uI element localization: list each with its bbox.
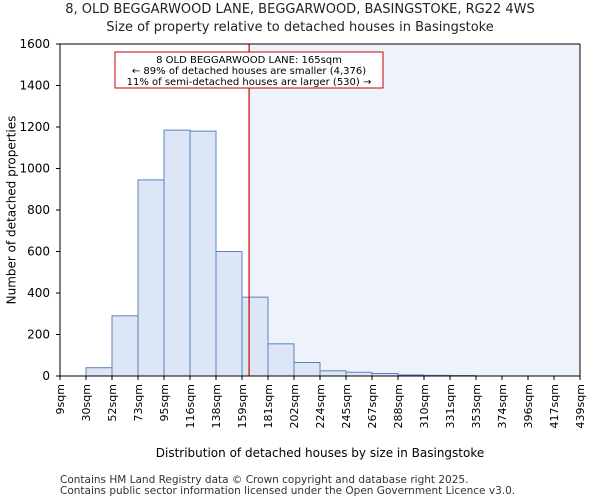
- annotation-line-2: ← 89% of detached houses are smaller (4,…: [132, 66, 366, 77]
- x-tick-label: 181sqm: [262, 384, 275, 428]
- x-tick-label: 417sqm: [548, 384, 561, 428]
- histogram-chart: 0 200 400 600 800 1000 1200 1400 1600 9sqm 30sqm 52…: [5, 37, 588, 460]
- x-tick-label: 310sqm: [418, 384, 431, 428]
- x-tick-label: 138sqm: [210, 384, 223, 428]
- x-tick-label: 245sqm: [340, 384, 353, 428]
- histogram-bar: [345, 371, 373, 377]
- annotation-line-1: 8 OLD BEGGARWOOD LANE: 165sqm: [156, 55, 342, 66]
- histogram-bar: [189, 130, 217, 377]
- histogram-bar: [111, 315, 139, 377]
- x-tick-label: 202sqm: [288, 384, 301, 428]
- x-tick-label: 159sqm: [236, 384, 249, 428]
- x-tick-label: 331sqm: [444, 384, 457, 428]
- x-tick-label: 30sqm: [80, 384, 93, 421]
- y-tick-label: 1600: [19, 37, 50, 51]
- histogram-bar: [293, 362, 321, 377]
- y-tick-label: 0: [42, 369, 50, 383]
- x-axis-label: Distribution of detached houses by size …: [156, 446, 485, 460]
- y-tick-label: 1000: [19, 162, 50, 176]
- annotation-line-3: 11% of semi-detached houses are larger (…: [127, 77, 372, 88]
- histogram-bar: [241, 296, 269, 377]
- x-tick-label: 288sqm: [392, 384, 405, 428]
- histogram-bar: [137, 179, 165, 377]
- x-tick-label: 73sqm: [132, 384, 145, 421]
- footer-line-2: Contains public sector information licen…: [60, 485, 516, 497]
- y-tick-label: 1200: [19, 120, 50, 134]
- histogram-bar: [85, 367, 113, 377]
- chart-title: 8, OLD BEGGARWOOD LANE, BEGGARWOOD, BASI…: [65, 2, 535, 17]
- x-tick-label: 267sqm: [366, 384, 379, 428]
- y-tick-label: 400: [27, 286, 50, 300]
- y-tick-label: 200: [27, 328, 50, 342]
- x-tick-label: 116sqm: [184, 384, 197, 428]
- y-axis-label: Number of detached properties: [5, 116, 19, 305]
- histogram-bar: [319, 370, 347, 377]
- y-tick-label: 1400: [19, 79, 50, 93]
- x-tick-label: 9sqm: [54, 384, 67, 414]
- y-tick-label: 800: [27, 203, 50, 217]
- histogram-bar: [267, 343, 295, 377]
- x-tick-label: 439sqm: [574, 384, 587, 428]
- y-tick-label: 600: [27, 245, 50, 259]
- x-tick-label: 353sqm: [470, 384, 483, 428]
- x-tick-label: 95sqm: [158, 384, 171, 421]
- x-tick-label: 224sqm: [314, 384, 327, 428]
- histogram-bar: [215, 251, 243, 377]
- histogram-bar: [163, 129, 191, 377]
- highlight-region: [249, 44, 580, 376]
- chart-subtitle: Size of property relative to detached ho…: [106, 20, 494, 35]
- x-tick-label: 396sqm: [522, 384, 535, 428]
- x-tick-label: 374sqm: [496, 384, 509, 428]
- x-tick-label: 52sqm: [106, 384, 119, 421]
- annotation-box: [114, 51, 384, 89]
- footer-line-1: Contains HM Land Registry data © Crown c…: [60, 474, 469, 486]
